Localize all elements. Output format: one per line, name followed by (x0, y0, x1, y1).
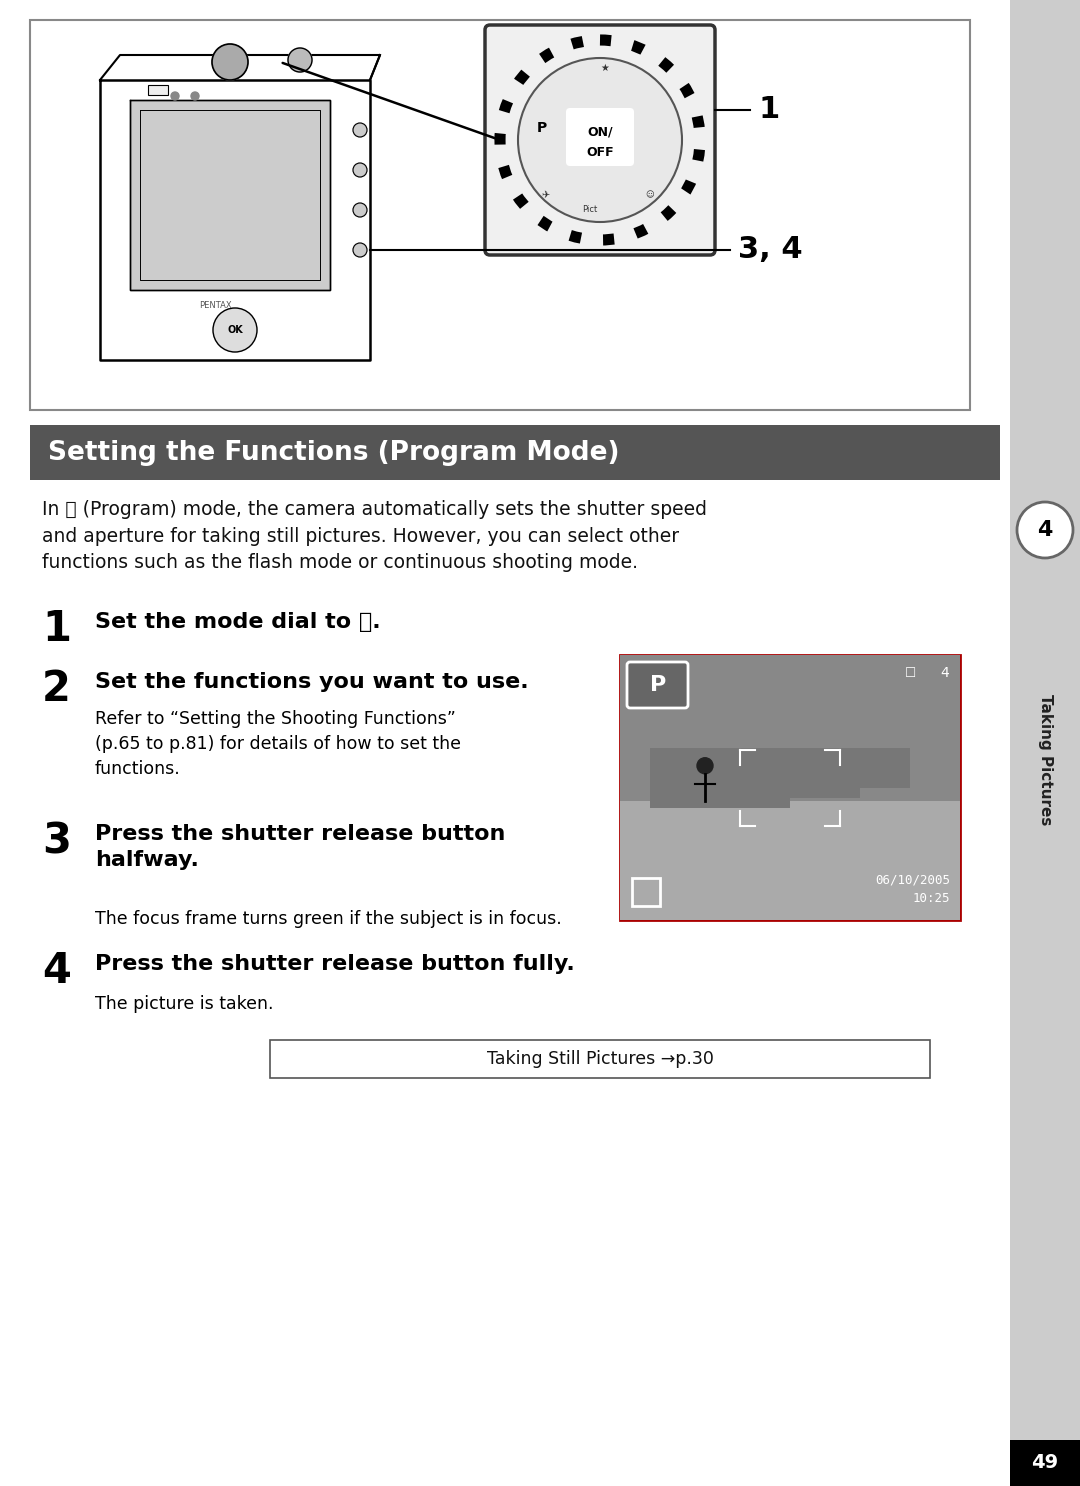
Text: Setting the Functions (Program Mode): Setting the Functions (Program Mode) (48, 440, 620, 465)
Bar (1010, 0, 1080, 1486)
Text: Taking Still Pictures →p.30: Taking Still Pictures →p.30 (487, 1051, 714, 1068)
Circle shape (288, 48, 312, 71)
Text: 49: 49 (1031, 1453, 1058, 1473)
Text: Refer to “Setting the Shooting Functions”
(p.65 to p.81) for details of how to s: Refer to “Setting the Shooting Functions… (95, 710, 461, 779)
Text: OK: OK (227, 325, 243, 334)
Circle shape (353, 163, 367, 177)
Circle shape (213, 308, 257, 352)
Text: Press the shutter release button
halfway.: Press the shutter release button halfway… (95, 825, 505, 871)
Text: The focus frame turns green if the subject is in focus.: The focus frame turns green if the subje… (95, 909, 562, 927)
Text: 06/10/2005: 06/10/2005 (875, 874, 950, 887)
Bar (632, 878, 660, 906)
Text: 1: 1 (758, 95, 780, 125)
Text: Pict: Pict (582, 205, 597, 214)
Text: 4: 4 (1037, 520, 1053, 539)
Text: P: P (537, 120, 548, 135)
Circle shape (353, 204, 367, 217)
Text: 3: 3 (42, 820, 71, 862)
Bar (270, 1040, 930, 1077)
Bar (620, 655, 960, 801)
Polygon shape (130, 100, 330, 290)
Bar (650, 747, 789, 808)
Bar (30, 19, 970, 410)
Text: 3, 4: 3, 4 (738, 235, 802, 265)
FancyBboxPatch shape (566, 108, 634, 166)
Circle shape (191, 92, 199, 100)
Text: ON/: ON/ (588, 125, 612, 138)
Circle shape (171, 92, 179, 100)
Bar (148, 85, 168, 95)
Circle shape (353, 123, 367, 137)
Bar (1010, 1440, 1080, 1486)
Text: ✈: ✈ (541, 190, 549, 201)
Circle shape (697, 758, 713, 774)
Text: 4: 4 (941, 666, 949, 681)
Text: ★: ★ (600, 62, 609, 73)
Bar (620, 801, 960, 920)
Text: P: P (650, 675, 666, 695)
Text: In Ⓟ (Program) mode, the camera automatically sets the shutter speed
and apertur: In Ⓟ (Program) mode, the camera automati… (42, 499, 707, 572)
Text: Set the functions you want to use.: Set the functions you want to use. (95, 672, 528, 692)
Text: 10:25: 10:25 (913, 892, 950, 905)
Text: ☐: ☐ (905, 667, 916, 679)
Circle shape (1017, 502, 1074, 559)
Bar (789, 747, 860, 798)
Text: OFF: OFF (586, 146, 613, 159)
Circle shape (518, 58, 681, 221)
Bar (30, 425, 1000, 480)
Bar (620, 655, 960, 920)
Circle shape (212, 45, 248, 80)
Text: The picture is taken.: The picture is taken. (95, 996, 273, 1013)
Circle shape (353, 244, 367, 257)
Text: 1: 1 (42, 608, 71, 649)
Text: Taking Pictures: Taking Pictures (1038, 694, 1053, 826)
Bar (860, 747, 910, 788)
FancyBboxPatch shape (485, 25, 715, 256)
Text: Press the shutter release button fully.: Press the shutter release button fully. (95, 954, 575, 973)
Text: 2: 2 (42, 669, 71, 710)
FancyBboxPatch shape (627, 661, 688, 707)
Text: Set the mode dial to Ⓟ.: Set the mode dial to Ⓟ. (95, 612, 380, 632)
Text: PENTAX: PENTAX (199, 300, 231, 309)
Text: 4: 4 (42, 950, 71, 993)
Text: ☺: ☺ (646, 190, 654, 199)
